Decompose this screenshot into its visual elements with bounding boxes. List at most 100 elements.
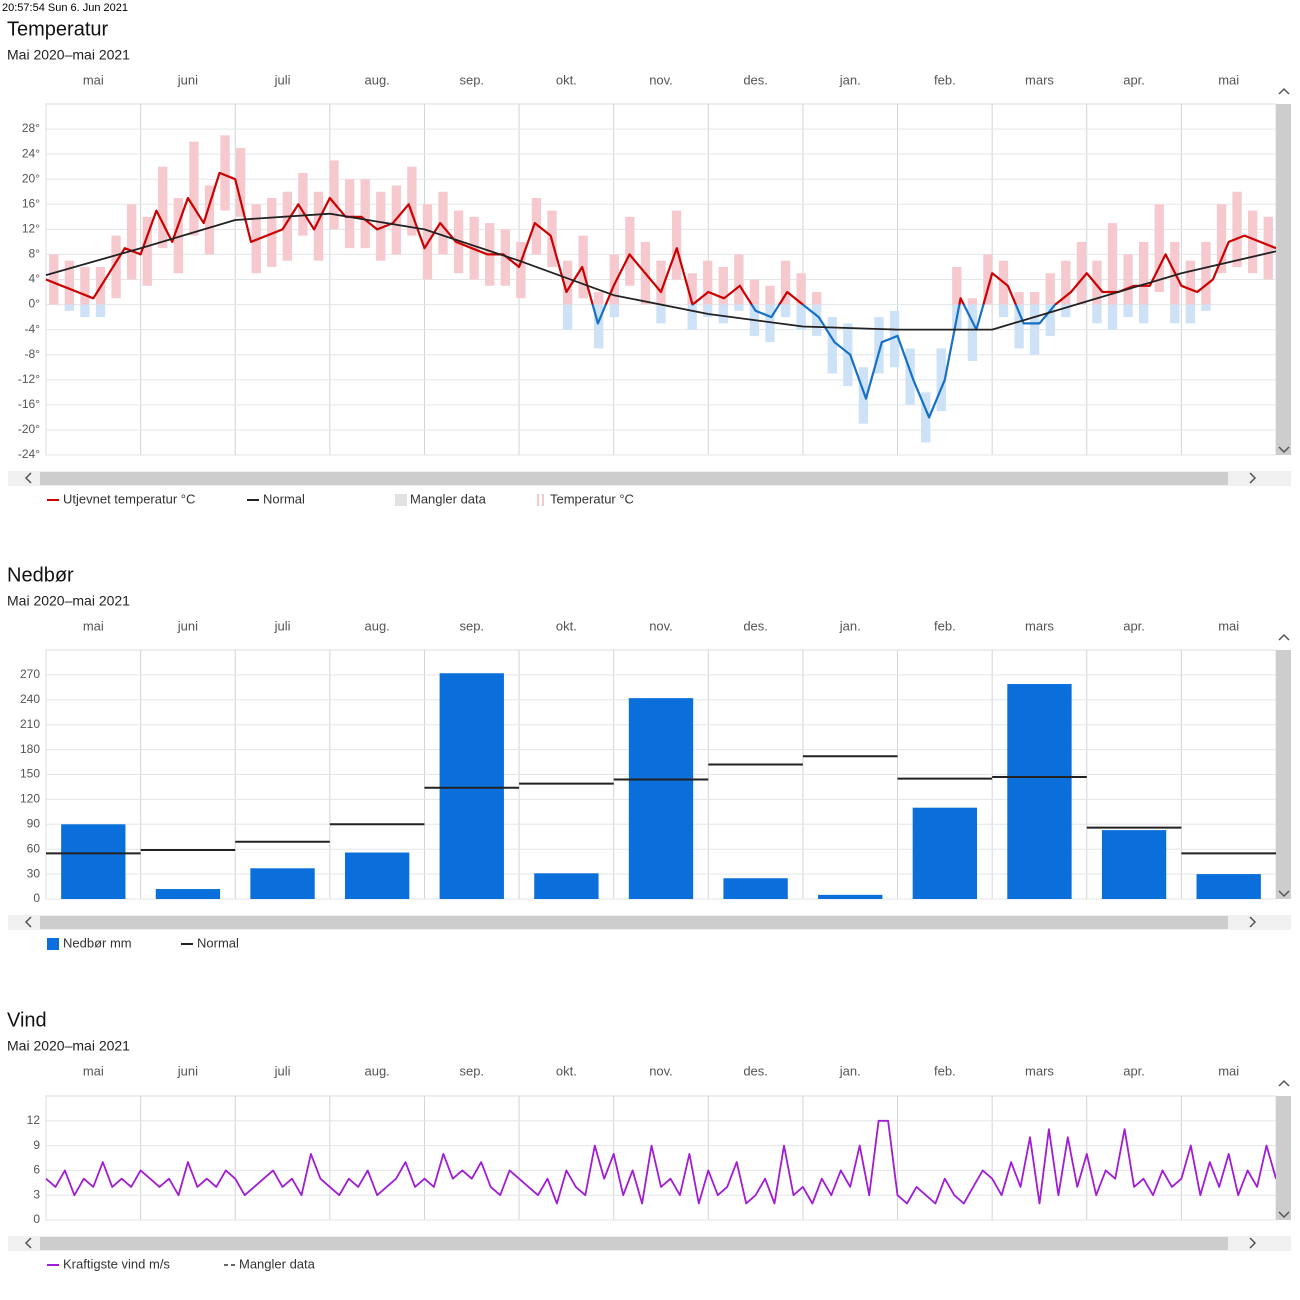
temperature-range-bar [983,254,993,305]
temperature-range-bar [796,273,806,330]
temperature-range-bar [936,348,946,412]
temperature-range-bar [780,260,791,318]
bar [912,807,978,899]
temperature-range-bar [905,348,915,405]
month-label: mai [1218,72,1239,87]
chart-title: Vind [7,1009,47,1031]
temperature-range-bar [812,292,822,336]
temperature-range-bar [889,310,900,368]
temperature-range-bar [998,260,1009,318]
scroll-up [1278,633,1290,641]
y-tick-label: 12° [22,222,40,236]
month-label: feb. [934,618,956,633]
temperature-range-bar [500,229,510,286]
v-scrollbar [1276,1096,1291,1220]
scroll-left [24,472,32,484]
y-tick-label: 24° [22,146,40,160]
temperature-range-bar [126,204,137,280]
temperature-range-bar [1138,241,1149,324]
y-tick-label: 4° [29,272,41,286]
y-tick-label: 12 [27,1113,41,1127]
scroll-down [1278,1211,1290,1219]
series-line [45,171,1277,419]
temperature-range-bar [329,160,339,230]
y-tick-label: -8° [25,347,41,361]
temperature-range-bar [1107,223,1118,330]
temperature-range-bar [80,266,90,318]
v-scrollbar [1276,104,1291,455]
temperature-range-bar [95,266,106,318]
h-scrollbar [40,1237,1228,1250]
temperature-range-bar [1014,292,1024,349]
plot-area [45,1095,1277,1221]
bar [1007,684,1072,899]
y-tick-label: -24° [18,447,40,461]
temperature-range-bar [235,147,246,217]
bar [439,673,504,899]
y-tick-label: 28° [22,121,40,135]
bar [628,698,694,899]
temperature-range-bar [344,179,355,249]
v-scrollbar [1276,650,1291,899]
month-label: jan. [839,618,861,633]
month-label: des. [743,618,768,633]
y-tick-label: 8° [29,247,41,261]
temperature-range-bar [734,254,744,311]
y-tick-label: 0° [29,297,41,311]
temperature-range-bar [1092,260,1102,324]
bar [534,873,599,899]
month-label: nov. [649,1063,673,1078]
month-label: juni [177,618,198,633]
month-label: juni [177,1063,198,1078]
month-label: mai [1218,618,1239,633]
legend-icon [542,494,544,506]
temperature-range-bar [858,367,869,424]
scroll-right [1249,1237,1257,1249]
scroll-up [1278,87,1290,95]
h-scrollbar [40,916,1228,929]
y-tick-label: 270 [20,667,40,681]
scroll-right [1249,472,1257,484]
y-tick-label: -16° [18,397,40,411]
temperature-range-bar [765,285,775,343]
legend-label: Temperatur °C [550,491,634,506]
chart-subtitle: Mai 2020–mai 2021 [7,47,130,63]
month-label: okt. [556,72,577,87]
bar [61,824,126,899]
y-tick-label: 120 [20,792,40,806]
y-tick-label: 0 [33,1212,40,1226]
temperature-range-bar [204,185,215,255]
y-tick-label: -12° [18,372,40,386]
month-label: aug. [364,72,389,87]
temperature-range-bar [49,254,59,305]
y-tick-label: -4° [25,322,41,336]
temperature-range-bar [1123,254,1133,318]
y-tick-label: -20° [18,422,40,436]
month-label: okt. [556,1063,577,1078]
month-label: des. [743,1063,768,1078]
month-label: nov. [649,618,673,633]
series-line [45,1119,1277,1205]
chart-title: Nedbør [7,564,74,586]
temperature-range-bar [516,241,526,299]
month-label: jan. [839,72,861,87]
y-tick-label: 180 [20,742,40,756]
y-tick-label: 210 [20,717,40,731]
y-tick-label: 3 [33,1187,40,1201]
y-tick-label: 240 [20,692,40,706]
y-tick-label: 9 [33,1138,40,1152]
month-label: sep. [459,618,484,633]
temperature-range-bar [562,260,573,330]
month-label: mars [1025,618,1054,633]
bar [250,868,315,899]
scroll-down [1278,446,1290,454]
y-tick-label: 90 [27,816,41,830]
legend-label: Normal [263,491,305,506]
month-label: juli [274,618,291,633]
temperature-range-bar [671,210,682,280]
legend-label: Normal [197,935,239,950]
month-label: feb. [934,1063,956,1078]
bar [1196,874,1261,899]
month-label: mai [1218,1063,1239,1078]
